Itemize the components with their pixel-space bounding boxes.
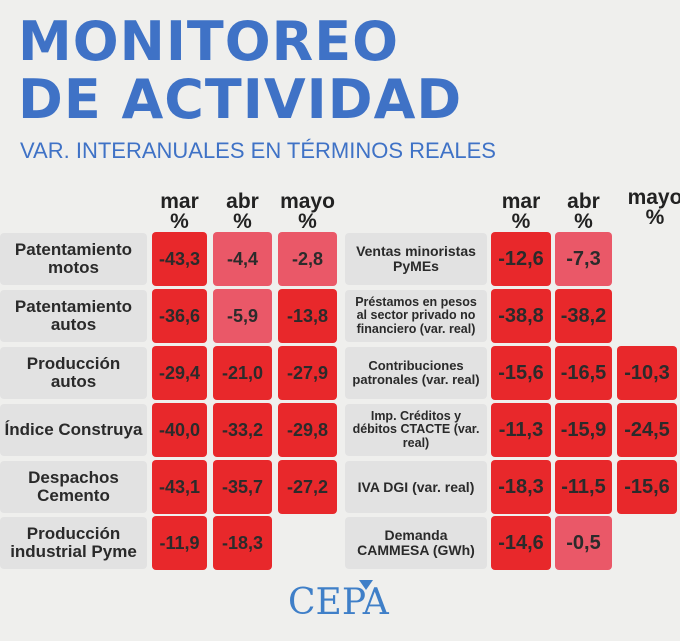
- value-cell: -27,2: [278, 460, 337, 514]
- value-cell: -11,5: [555, 460, 612, 514]
- column-header-month: mayo: [627, 186, 680, 209]
- column-header-unit: %: [645, 206, 665, 229]
- value-cell: -24,5: [617, 403, 677, 457]
- title-line-1: MONITOREO: [18, 10, 400, 73]
- row-label: IVA DGI (var. real): [345, 461, 487, 513]
- value-cell: -21,0: [213, 346, 272, 400]
- value-cell: -18,3: [491, 460, 551, 514]
- value-cell: -36,6: [152, 289, 207, 343]
- row-label: Patentamiento autos: [0, 290, 147, 342]
- column-header-month: mar: [501, 190, 541, 213]
- value-cell: -33,2: [213, 403, 272, 457]
- row-label: Contribuciones patronales (var. real): [345, 347, 487, 399]
- value-cell: -15,9: [555, 403, 612, 457]
- value-cell: -7,3: [555, 232, 612, 286]
- value-cell: -29,8: [278, 403, 337, 457]
- value-cell: -38,2: [555, 289, 612, 343]
- value-cell: -43,1: [152, 460, 207, 514]
- row-label: Demanda CAMMESA (GWh): [345, 517, 487, 569]
- row-label: Ventas minoristas PyMEs: [345, 233, 487, 285]
- column-header-month: mar: [160, 190, 199, 213]
- row-label: Despachos Cemento: [0, 461, 147, 513]
- value-cell: -2,8: [278, 232, 337, 286]
- logo-triangle-icon: [359, 580, 373, 590]
- column-header-month: abr: [567, 190, 600, 213]
- subtitle: VAR. INTERANUALES EN TÉRMINOS REALES: [20, 138, 496, 163]
- value-cell: -16,5: [555, 346, 612, 400]
- column-header-month: abr: [226, 190, 259, 213]
- value-cell: -12,6: [491, 232, 551, 286]
- row-label: Préstamos en pesos al sector privado no …: [345, 290, 487, 342]
- row-label: Producción autos: [0, 347, 147, 399]
- row-label: Patentamiento motos: [0, 233, 147, 285]
- value-cell: -5,9: [213, 289, 272, 343]
- value-cell: -10,3: [617, 346, 677, 400]
- row-label: Imp. Créditos y débitos CTACTE (var. rea…: [345, 404, 487, 456]
- column-header-unit: %: [511, 210, 531, 233]
- cepa-logo: CEPA: [288, 582, 389, 623]
- column-header-unit: %: [298, 210, 317, 233]
- value-cell: -0,5: [555, 516, 612, 570]
- value-cell: -15,6: [617, 460, 677, 514]
- column-header-month: mayo: [280, 190, 335, 213]
- value-cell: -13,8: [278, 289, 337, 343]
- row-label: Índice Construya: [0, 404, 147, 456]
- title-line-2: DE ACTIVIDAD: [18, 68, 463, 131]
- row-label: Producción industrial Pyme: [0, 517, 147, 569]
- column-header-unit: %: [170, 210, 189, 233]
- value-cell: -18,3: [213, 516, 272, 570]
- column-header-unit: %: [233, 210, 252, 233]
- value-cell: -40,0: [152, 403, 207, 457]
- value-cell: -4,4: [213, 232, 272, 286]
- value-cell: -27,9: [278, 346, 337, 400]
- value-cell: -43,3: [152, 232, 207, 286]
- column-header-unit: %: [574, 210, 593, 233]
- value-cell: -15,6: [491, 346, 551, 400]
- value-cell: -11,9: [152, 516, 207, 570]
- value-cell: -11,3: [491, 403, 551, 457]
- value-cell: -14,6: [491, 516, 551, 570]
- value-cell: -38,8: [491, 289, 551, 343]
- value-cell: -35,7: [213, 460, 272, 514]
- value-cell: -29,4: [152, 346, 207, 400]
